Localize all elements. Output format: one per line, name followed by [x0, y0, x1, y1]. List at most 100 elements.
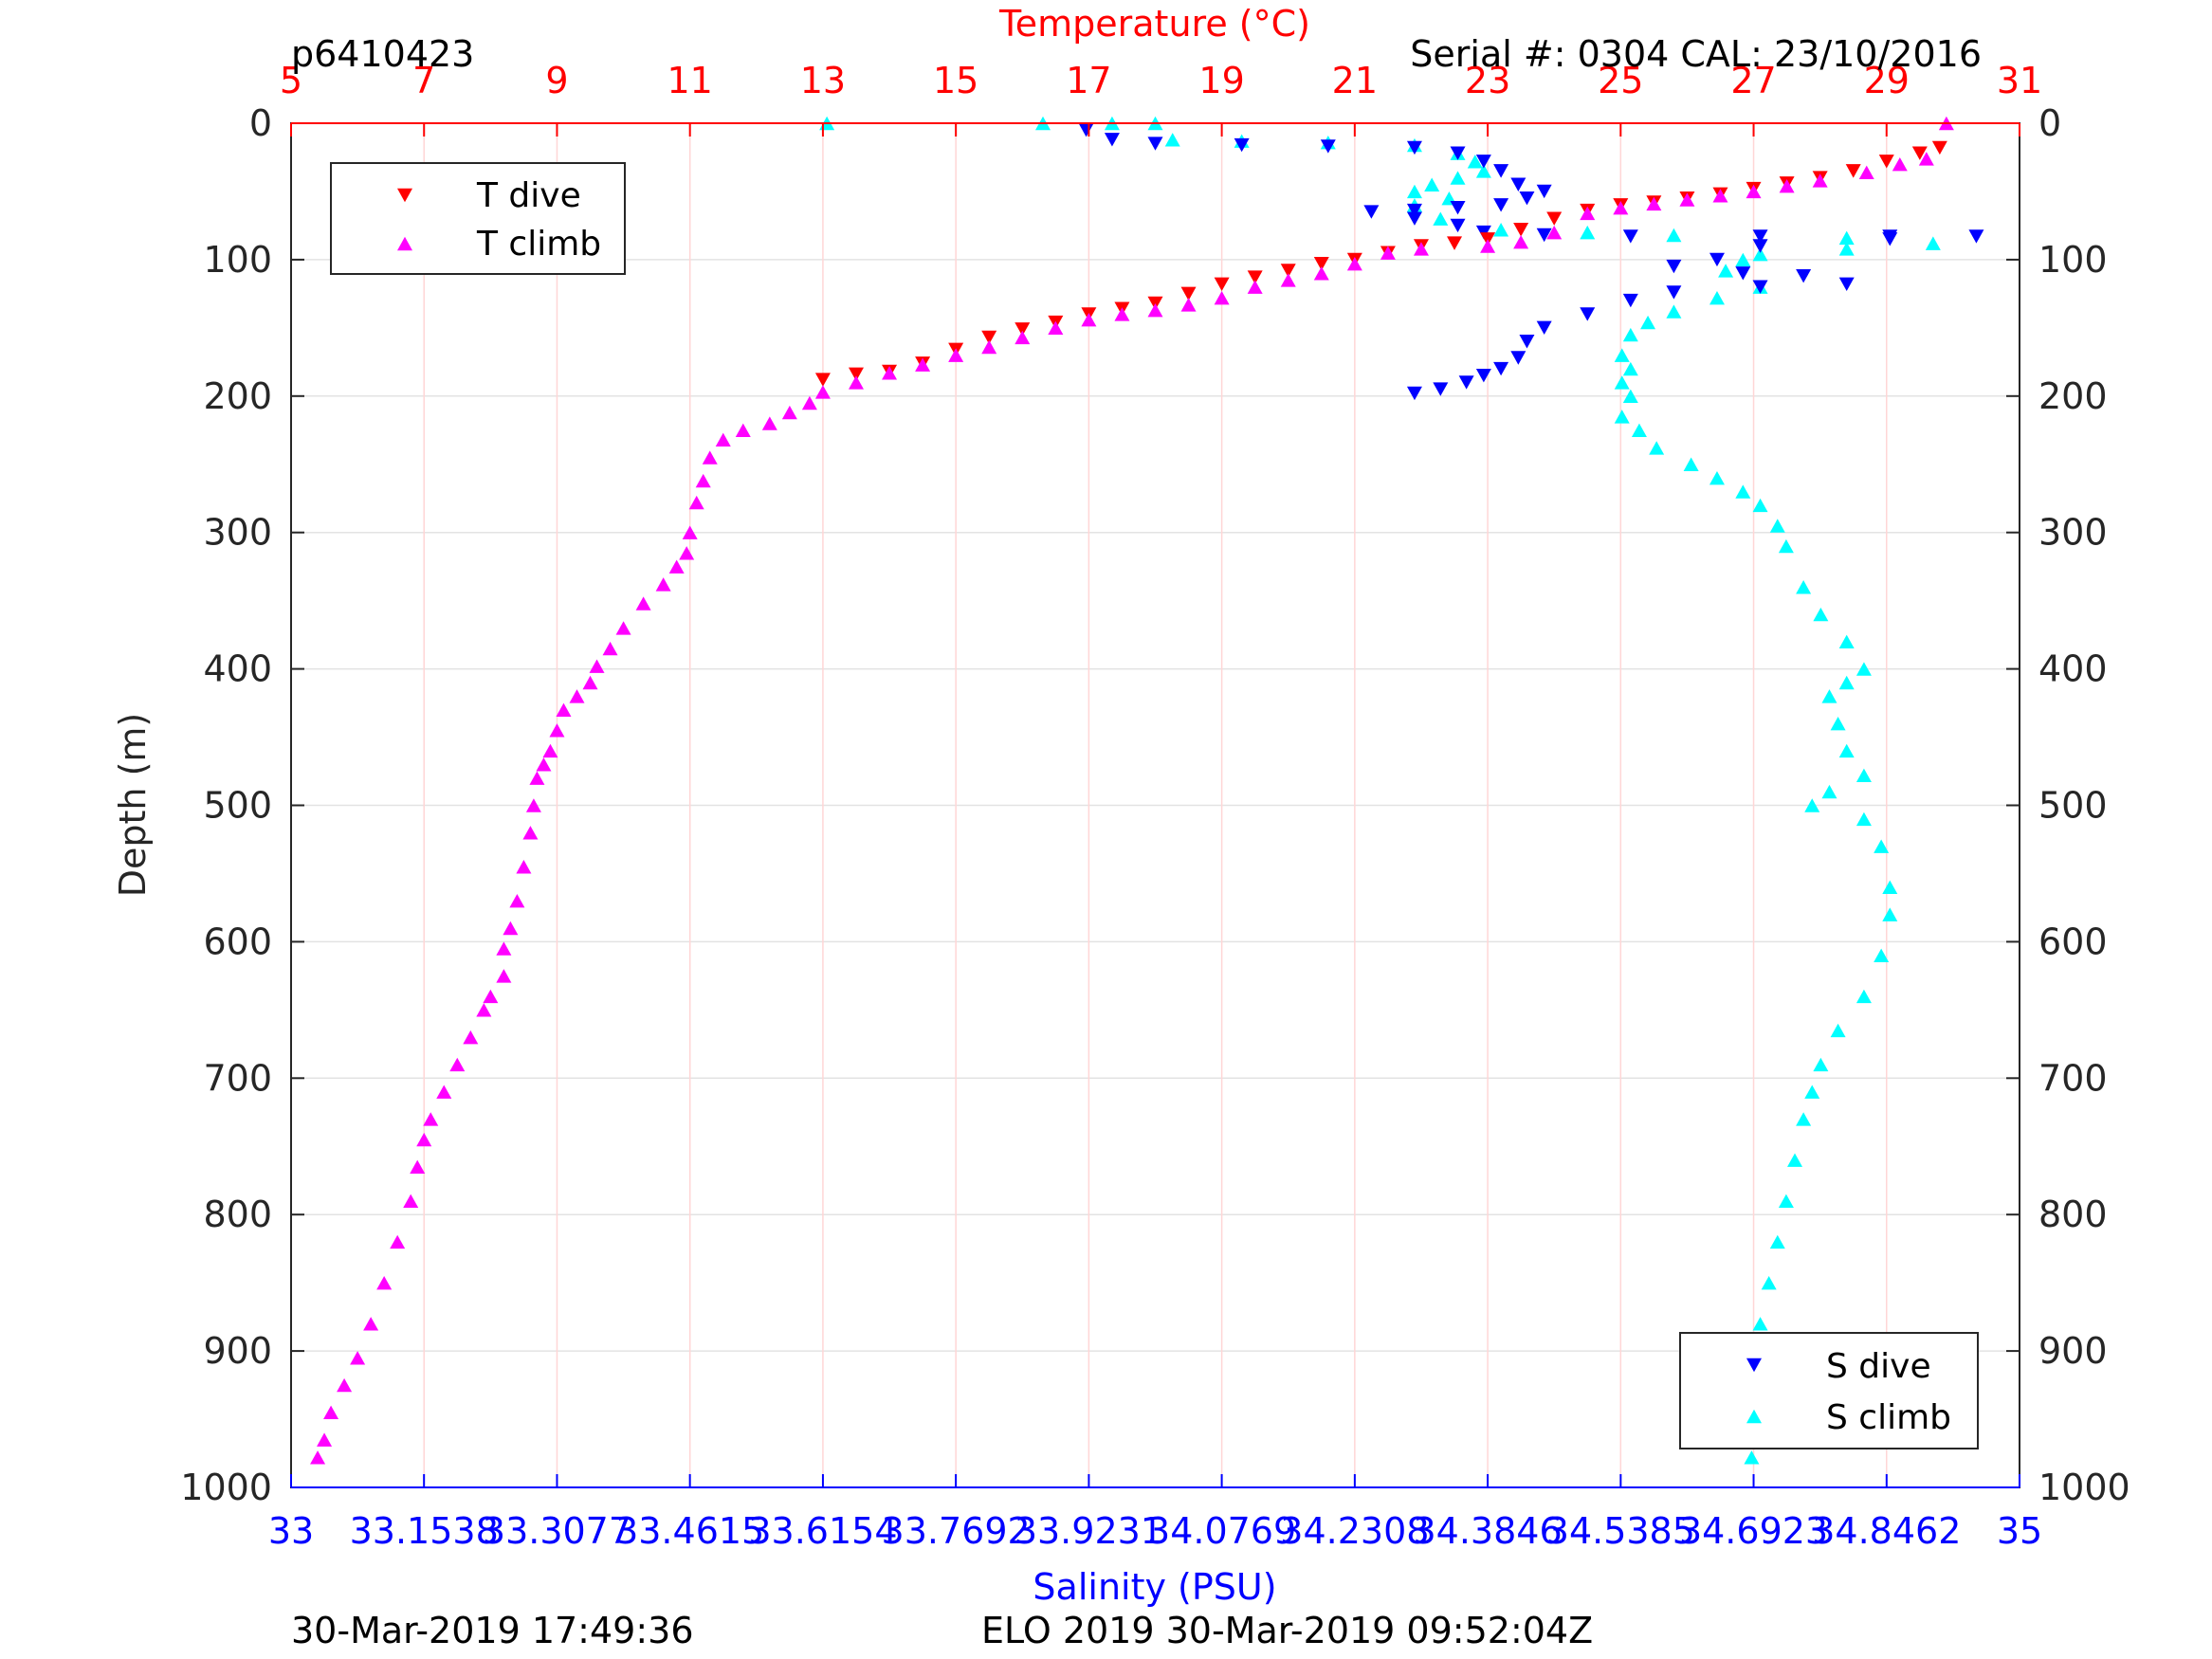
- point-t-climb: [463, 1030, 479, 1045]
- point-s-climb: [1735, 252, 1751, 267]
- temperature-tick-label: 13: [800, 60, 846, 101]
- point-t-climb: [702, 450, 718, 465]
- point-t-climb: [525, 798, 541, 812]
- point-t-climb: [1048, 320, 1064, 336]
- depth-tick-label-left: 300: [203, 512, 272, 554]
- legend-s-dive-label: S dive: [1826, 1347, 1931, 1386]
- point-t-climb: [1892, 156, 1908, 172]
- point-s-dive: [1450, 201, 1466, 215]
- point-t-climb: [1779, 178, 1795, 193]
- legend-temperature-box: [330, 162, 626, 275]
- point-s-climb: [1769, 1234, 1785, 1249]
- point-t-climb: [403, 1194, 419, 1209]
- point-s-climb: [1683, 457, 1699, 471]
- point-s-dive: [1622, 293, 1638, 308]
- point-t-dive: [1513, 223, 1529, 237]
- point-t-climb: [542, 743, 558, 758]
- footer-timestamp: 30-Mar-2019 17:49:36: [291, 1610, 694, 1651]
- point-t-climb: [516, 860, 532, 874]
- point-t-dive: [1546, 211, 1563, 226]
- salinity-tick-label: 33.7692: [882, 1510, 1031, 1552]
- point-t-dive: [1911, 146, 1928, 160]
- point-t-climb: [915, 357, 931, 372]
- point-s-climb: [1475, 164, 1491, 178]
- legend-salinity: S dive S climb: [1679, 1332, 1979, 1449]
- point-t-dive: [848, 367, 864, 381]
- point-t-climb: [1280, 273, 1296, 287]
- temperature-tick-label: 5: [280, 60, 302, 101]
- salinity-tick-label: 34.3846: [1413, 1510, 1562, 1552]
- point-t-climb: [1081, 313, 1097, 327]
- temperature-tick-label: 21: [1332, 60, 1378, 101]
- point-t-climb: [317, 1432, 333, 1447]
- depth-tick-label-left: 0: [249, 102, 272, 144]
- point-t-climb: [436, 1085, 452, 1099]
- point-s-climb: [1838, 743, 1855, 758]
- point-t-climb: [1313, 266, 1329, 281]
- point-s-climb: [1821, 784, 1837, 799]
- point-s-climb: [1164, 133, 1180, 147]
- point-s-climb: [1856, 989, 1872, 1004]
- point-t-climb: [695, 473, 711, 488]
- series-t-climb: [310, 116, 1954, 1465]
- depth-tick-label-left: 700: [203, 1057, 272, 1099]
- point-s-climb: [1580, 225, 1596, 240]
- salinity-tick-label: 33: [268, 1510, 314, 1552]
- point-t-climb: [509, 894, 525, 908]
- depth-tick-label-left: 800: [203, 1194, 272, 1235]
- point-s-dive: [1536, 228, 1552, 243]
- point-s-dive: [1406, 140, 1422, 155]
- legend-t-climb-label: T climb: [476, 225, 601, 264]
- point-s-dive: [1882, 232, 1898, 246]
- point-t-climb: [1147, 302, 1163, 318]
- temperature-tick-label: 9: [545, 60, 568, 101]
- point-t-climb: [323, 1405, 339, 1420]
- point-t-climb: [496, 969, 512, 983]
- point-s-dive: [1078, 122, 1094, 137]
- point-s-climb: [1433, 211, 1449, 226]
- point-t-dive: [1878, 155, 1894, 169]
- point-t-climb: [337, 1377, 353, 1393]
- point-t-climb: [1214, 290, 1230, 305]
- point-t-climb: [682, 525, 698, 539]
- point-s-dive: [1406, 203, 1422, 218]
- depth-tick-label-left: 600: [203, 921, 272, 962]
- salinity-tick-label: 35: [1997, 1510, 2042, 1552]
- point-s-climb: [1450, 171, 1466, 185]
- point-s-dive: [1666, 285, 1682, 300]
- point-s-climb: [1406, 184, 1422, 199]
- point-t-climb: [410, 1159, 426, 1175]
- temperature-tick-label: 11: [667, 60, 713, 101]
- point-t-climb: [679, 546, 695, 560]
- point-s-climb: [1752, 246, 1768, 262]
- point-s-climb: [1631, 423, 1647, 437]
- point-s-climb: [1830, 1023, 1846, 1038]
- series-s-climb: [819, 116, 1941, 1465]
- point-s-climb: [1813, 607, 1829, 622]
- point-s-climb: [1614, 410, 1630, 424]
- depth-tick-label-left: 900: [203, 1330, 272, 1372]
- point-t-climb: [536, 757, 552, 772]
- point-s-dive: [1104, 133, 1120, 147]
- point-s-climb: [1838, 675, 1855, 690]
- point-t-climb: [1480, 239, 1496, 253]
- temperature-tick-label: 23: [1465, 60, 1510, 101]
- legend-salinity-markers: [1746, 1358, 1762, 1424]
- temperature-tick-label: 17: [1066, 60, 1111, 101]
- point-s-climb: [1718, 264, 1734, 278]
- point-s-dive: [1536, 184, 1552, 199]
- salinity-tick-label: 34.0769: [1147, 1510, 1296, 1552]
- point-s-climb: [1769, 519, 1785, 533]
- point-t-climb: [363, 1317, 379, 1331]
- point-s-climb: [1830, 716, 1846, 731]
- point-s-dive: [1406, 211, 1422, 226]
- point-s-climb: [1622, 361, 1638, 376]
- point-s-climb: [1467, 155, 1483, 169]
- point-t-climb: [1180, 298, 1197, 312]
- point-s-dive: [1363, 205, 1380, 219]
- point-t-dive: [814, 373, 831, 387]
- point-s-climb: [1735, 484, 1751, 499]
- point-t-climb: [582, 675, 598, 690]
- point-t-dive: [1015, 322, 1031, 337]
- point-t-climb: [1646, 196, 1662, 211]
